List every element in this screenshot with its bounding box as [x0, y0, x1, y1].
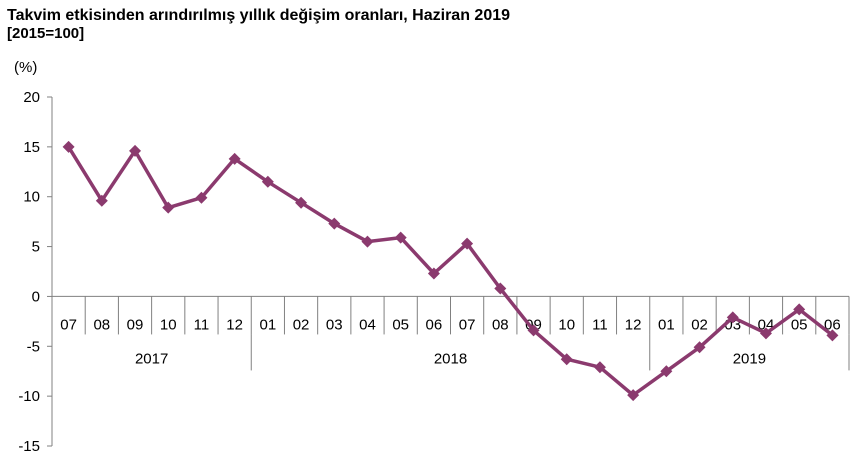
chart-subtitle: [2015=100]: [7, 25, 84, 42]
data-point-marker: [627, 389, 640, 402]
data-point-marker: [826, 329, 839, 342]
x-tick-label: 04: [359, 316, 376, 333]
data-point-marker: [62, 140, 75, 153]
data-point-marker: [195, 191, 208, 204]
x-tick-label: 01: [260, 316, 277, 333]
year-label: 2018: [434, 350, 467, 367]
x-tick-label: 03: [326, 316, 343, 333]
x-tick-label: 10: [558, 316, 575, 333]
y-tick-label: 10: [23, 189, 40, 206]
year-label: 2019: [733, 350, 766, 367]
data-point-marker: [427, 267, 440, 280]
data-point-marker: [461, 237, 474, 250]
data-point-marker: [295, 196, 308, 209]
data-point-marker: [693, 341, 706, 354]
x-tick-label: 06: [426, 316, 443, 333]
chart-title: Takvim etkisinden arındırılmış yıllık de…: [7, 7, 510, 24]
data-point-marker: [394, 231, 407, 244]
data-point-marker: [361, 235, 374, 248]
data-point-marker: [162, 201, 175, 214]
x-ticks: 0708091011120102030405060708091011120102…: [51, 296, 850, 371]
x-tick-label: 05: [791, 316, 808, 333]
x-tick-label: 02: [691, 316, 708, 333]
data-point-marker: [593, 361, 606, 374]
y-ticks: 20 15 10 5 0 -5 -10 -15: [18, 89, 52, 455]
y-tick-label: 5: [32, 239, 40, 256]
series-group: [62, 140, 839, 402]
y-tick-label: 0: [32, 288, 40, 305]
x-tick-label: 11: [592, 316, 608, 333]
x-tick-label: 11: [194, 316, 210, 333]
x-tick-label: 10: [160, 316, 177, 333]
x-tick-label: 08: [93, 316, 110, 333]
x-tick-label: 07: [60, 316, 77, 333]
data-point-marker: [660, 365, 673, 378]
y-tick-label: 15: [23, 139, 40, 156]
x-tick-label: 01: [658, 316, 675, 333]
data-point-marker: [261, 175, 274, 188]
data-point-marker: [228, 152, 241, 165]
x-tick-label: 02: [293, 316, 310, 333]
data-point-marker: [726, 311, 739, 324]
x-tick-label: 05: [392, 316, 409, 333]
data-point-marker: [560, 353, 573, 366]
data-point-marker: [793, 303, 806, 316]
y-tick-label: -5: [27, 338, 40, 355]
data-point-marker: [494, 282, 507, 295]
x-tick-label: 08: [492, 316, 509, 333]
x-tick-label: 12: [226, 316, 243, 333]
x-tick-label: 07: [459, 316, 476, 333]
data-point-marker: [95, 194, 108, 207]
y-tick-label: -15: [18, 438, 40, 455]
y-tick-label: 20: [23, 89, 40, 106]
x-tick-label: 09: [127, 316, 144, 333]
x-tick-label: 12: [625, 316, 642, 333]
y-axis-unit: (%): [14, 59, 37, 76]
data-point-marker: [527, 324, 540, 337]
data-point-marker: [759, 327, 772, 340]
y-tick-label: -10: [18, 388, 40, 405]
series-line: [67, 145, 834, 397]
data-point-marker: [129, 144, 142, 157]
data-point-marker: [328, 217, 341, 230]
x-tick-label: 06: [824, 316, 841, 333]
axes: [51, 97, 849, 446]
year-label: 2017: [135, 350, 168, 367]
